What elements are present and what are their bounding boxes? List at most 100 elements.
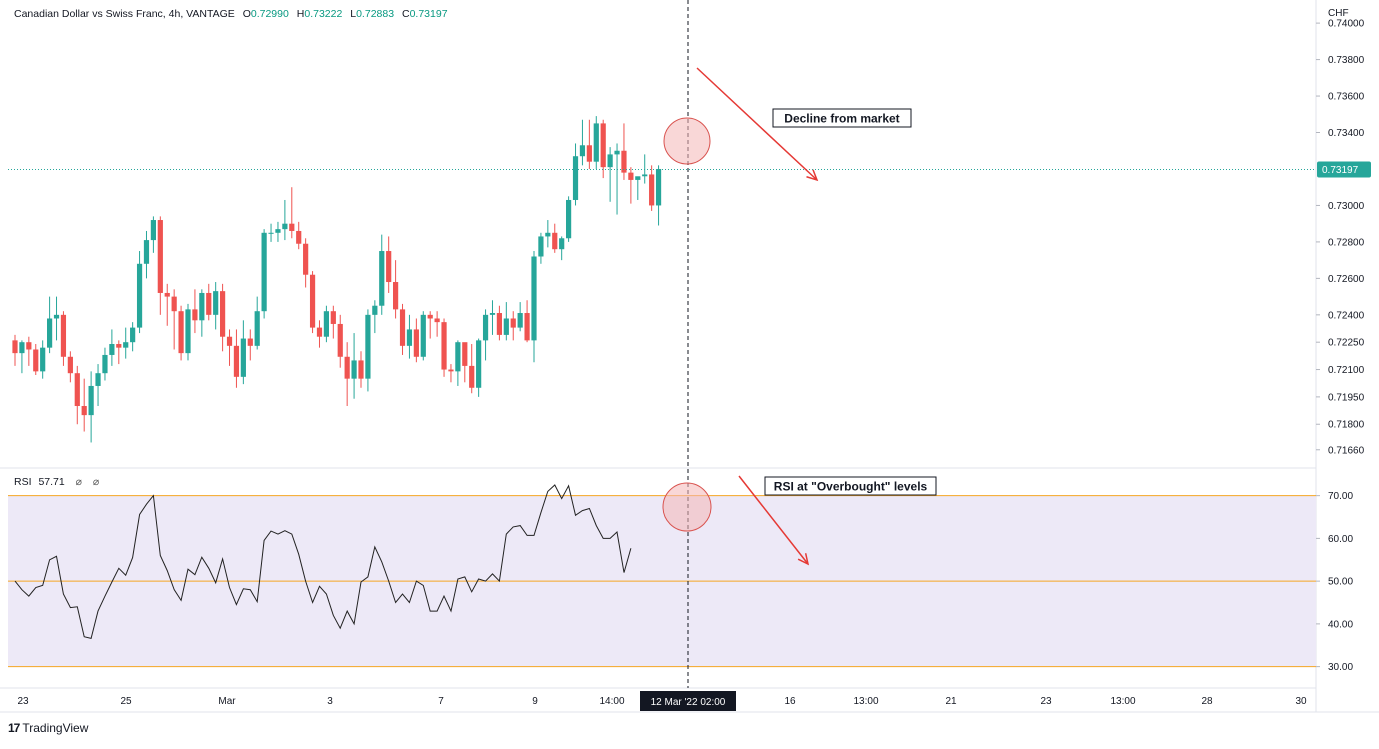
rsi-overbought-circle[interactable]: [662, 482, 712, 532]
candle[interactable]: [316, 320, 323, 348]
candle[interactable]: [143, 230, 150, 279]
candle[interactable]: [206, 283, 212, 321]
peak-highlight-circle[interactable]: [663, 117, 711, 165]
candle[interactable]: [226, 329, 233, 366]
candle[interactable]: [496, 305, 502, 341]
tradingview-brand[interactable]: 17 TradingView: [8, 721, 88, 735]
candle[interactable]: [53, 296, 60, 341]
candle[interactable]: [220, 283, 226, 352]
candle[interactable]: [655, 165, 662, 226]
candle[interactable]: [157, 216, 163, 315]
candle[interactable]: [434, 311, 440, 337]
candle[interactable]: [427, 311, 433, 339]
candle[interactable]: [386, 236, 392, 293]
candle[interactable]: [240, 320, 246, 385]
candle[interactable]: [600, 119, 606, 179]
candle[interactable]: [109, 329, 115, 366]
symbol-title[interactable]: Canadian Dollar vs Swiss Franc, 4h, VANT…: [14, 8, 235, 20]
candle[interactable]: [171, 289, 177, 350]
candle[interactable]: [531, 251, 537, 363]
candle[interactable]: [289, 187, 295, 239]
candle[interactable]: [116, 340, 122, 365]
candle[interactable]: [379, 234, 385, 315]
candle[interactable]: [635, 176, 641, 200]
candle[interactable]: [233, 329, 240, 388]
candle[interactable]: [247, 329, 253, 361]
candle[interactable]: [67, 351, 73, 383]
candle[interactable]: [649, 165, 655, 211]
candle[interactable]: [261, 229, 267, 319]
candle[interactable]: [275, 221, 281, 242]
candle[interactable]: [586, 119, 592, 169]
candle[interactable]: [26, 336, 32, 366]
candle[interactable]: [351, 333, 357, 399]
candle[interactable]: [12, 334, 18, 366]
candle[interactable]: [323, 305, 329, 343]
candle[interactable]: [399, 303, 406, 355]
visibility-icon[interactable]: ⌀: [75, 476, 82, 488]
candle[interactable]: [538, 232, 544, 264]
candle[interactable]: [344, 342, 350, 407]
candle[interactable]: [337, 314, 343, 368]
candle[interactable]: [579, 119, 586, 166]
candle[interactable]: [593, 116, 599, 169]
candle[interactable]: [441, 318, 447, 377]
candle[interactable]: [448, 364, 454, 383]
candle[interactable]: [628, 167, 634, 204]
candle[interactable]: [164, 283, 170, 326]
candle[interactable]: [621, 123, 627, 180]
settings-icon[interactable]: ⌀: [92, 476, 100, 488]
candle[interactable]: [123, 327, 129, 359]
candle[interactable]: [282, 199, 288, 241]
candle[interactable]: [552, 223, 558, 253]
candle[interactable]: [74, 365, 80, 425]
rsi-decline-arrow[interactable]: [738, 475, 810, 566]
candle[interactable]: [524, 300, 530, 343]
candle[interactable]: [358, 351, 364, 388]
rsi-label[interactable]: RSI: [14, 476, 32, 488]
candle[interactable]: [47, 296, 53, 354]
candle[interactable]: [393, 260, 399, 319]
candle[interactable]: [469, 344, 475, 394]
candle[interactable]: [136, 251, 143, 334]
candle[interactable]: [365, 309, 371, 392]
candle[interactable]: [642, 154, 648, 184]
rsi-callout[interactable]: RSI at "Overbought" levels: [764, 476, 937, 496]
candle[interactable]: [572, 143, 579, 206]
candle[interactable]: [213, 282, 219, 330]
candle[interactable]: [102, 347, 108, 381]
candle[interactable]: [150, 216, 156, 253]
candle[interactable]: [510, 311, 516, 341]
candle[interactable]: [406, 314, 413, 359]
candle[interactable]: [33, 344, 39, 376]
candle[interactable]: [462, 342, 468, 383]
decline-callout[interactable]: Decline from market: [772, 108, 912, 128]
candle[interactable]: [268, 223, 274, 242]
candle[interactable]: [545, 220, 551, 248]
candle[interactable]: [185, 303, 191, 361]
candle[interactable]: [455, 340, 461, 386]
candle[interactable]: [559, 236, 565, 261]
candle[interactable]: [614, 143, 620, 215]
candle[interactable]: [482, 309, 489, 361]
candle[interactable]: [60, 311, 67, 366]
candle[interactable]: [489, 300, 496, 335]
candle[interactable]: [503, 302, 509, 341]
candle[interactable]: [130, 322, 136, 352]
candle[interactable]: [178, 305, 184, 361]
candle[interactable]: [296, 221, 302, 250]
candle[interactable]: [607, 147, 613, 202]
candle[interactable]: [88, 371, 94, 443]
candle[interactable]: [372, 300, 378, 334]
candle[interactable]: [330, 305, 336, 339]
decline-arrow[interactable]: [696, 67, 819, 182]
candle[interactable]: [303, 238, 309, 288]
candle[interactable]: [199, 289, 205, 337]
candle[interactable]: [192, 289, 198, 334]
candle[interactable]: [40, 340, 46, 379]
candle[interactable]: [517, 302, 523, 332]
candle[interactable]: [476, 338, 482, 397]
candle[interactable]: [81, 378, 87, 432]
candle[interactable]: [413, 318, 419, 363]
